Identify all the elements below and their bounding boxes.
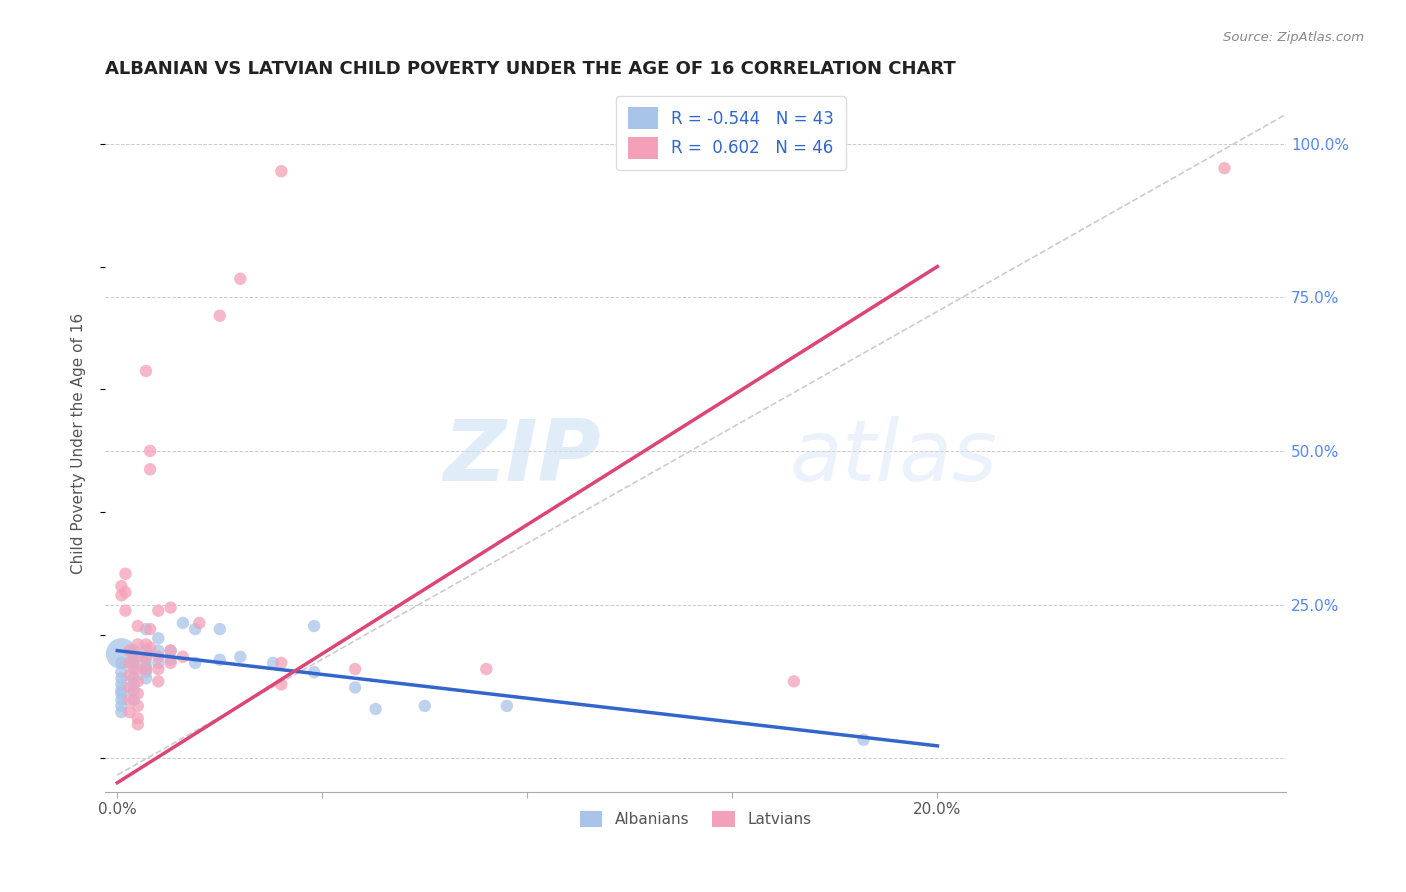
- Point: [364, 702, 387, 716]
- Point: [127, 637, 149, 651]
- Point: [118, 656, 141, 670]
- Point: [475, 662, 498, 676]
- Point: [135, 653, 157, 667]
- Point: [127, 698, 149, 713]
- Point: [148, 662, 170, 676]
- Y-axis label: Child Poverty Under the Age of 16: Child Poverty Under the Age of 16: [72, 312, 86, 574]
- Point: [110, 588, 132, 602]
- Point: [122, 677, 145, 691]
- Point: [127, 649, 149, 664]
- Point: [135, 659, 157, 673]
- Point: [229, 272, 252, 286]
- Point: [139, 640, 162, 655]
- Point: [208, 309, 231, 323]
- Point: [122, 683, 145, 698]
- Point: [135, 637, 157, 651]
- Text: ZIP: ZIP: [443, 416, 600, 499]
- Point: [135, 665, 157, 679]
- Point: [135, 662, 157, 676]
- Point: [110, 693, 132, 707]
- Point: [118, 643, 141, 657]
- Point: [184, 622, 207, 636]
- Point: [139, 443, 162, 458]
- Point: [495, 698, 517, 713]
- Point: [208, 622, 231, 636]
- Point: [110, 683, 132, 698]
- Point: [270, 677, 292, 691]
- Point: [188, 615, 211, 630]
- Point: [148, 632, 170, 646]
- Point: [148, 656, 170, 670]
- Point: [122, 671, 145, 685]
- Point: [127, 619, 149, 633]
- Point: [302, 619, 325, 633]
- Legend: Albanians, Latvians: Albanians, Latvians: [574, 805, 817, 833]
- Point: [127, 674, 149, 689]
- Point: [139, 462, 162, 476]
- Point: [148, 649, 170, 664]
- Point: [270, 656, 292, 670]
- Text: Source: ZipAtlas.com: Source: ZipAtlas.com: [1223, 31, 1364, 45]
- Point: [110, 647, 132, 661]
- Point: [118, 693, 141, 707]
- Point: [172, 649, 194, 664]
- Point: [127, 662, 149, 676]
- Point: [110, 687, 132, 701]
- Point: [302, 665, 325, 679]
- Point: [122, 643, 145, 657]
- Point: [122, 693, 145, 707]
- Point: [118, 705, 141, 719]
- Point: [122, 662, 145, 676]
- Point: [110, 705, 132, 719]
- Point: [127, 711, 149, 725]
- Point: [122, 656, 145, 670]
- Point: [127, 717, 149, 731]
- Point: [208, 653, 231, 667]
- Point: [148, 604, 170, 618]
- Point: [114, 566, 136, 581]
- Point: [122, 649, 145, 664]
- Point: [344, 681, 367, 695]
- Point: [344, 662, 367, 676]
- Point: [118, 681, 141, 695]
- Point: [135, 622, 157, 636]
- Point: [110, 698, 132, 713]
- Point: [159, 656, 181, 670]
- Point: [114, 604, 136, 618]
- Point: [127, 687, 149, 701]
- Point: [159, 600, 181, 615]
- Point: [114, 585, 136, 599]
- Point: [110, 671, 132, 685]
- Point: [118, 668, 141, 682]
- Point: [110, 677, 132, 691]
- Text: ALBANIAN VS LATVIAN CHILD POVERTY UNDER THE AGE OF 16 CORRELATION CHART: ALBANIAN VS LATVIAN CHILD POVERTY UNDER …: [105, 60, 956, 78]
- Point: [262, 656, 284, 670]
- Point: [148, 674, 170, 689]
- Point: [110, 665, 132, 679]
- Point: [135, 364, 157, 378]
- Point: [135, 643, 157, 657]
- Point: [159, 643, 181, 657]
- Point: [413, 698, 436, 713]
- Point: [172, 615, 194, 630]
- Point: [135, 671, 157, 685]
- Point: [139, 622, 162, 636]
- Point: [783, 674, 806, 689]
- Point: [184, 656, 207, 670]
- Point: [110, 656, 132, 670]
- Point: [159, 643, 181, 657]
- Text: atlas: atlas: [790, 416, 998, 499]
- Point: [159, 653, 181, 667]
- Point: [148, 643, 170, 657]
- Point: [270, 164, 292, 178]
- Point: [1213, 161, 1236, 176]
- Point: [229, 649, 252, 664]
- Point: [852, 732, 875, 747]
- Point: [110, 579, 132, 593]
- Point: [135, 649, 157, 664]
